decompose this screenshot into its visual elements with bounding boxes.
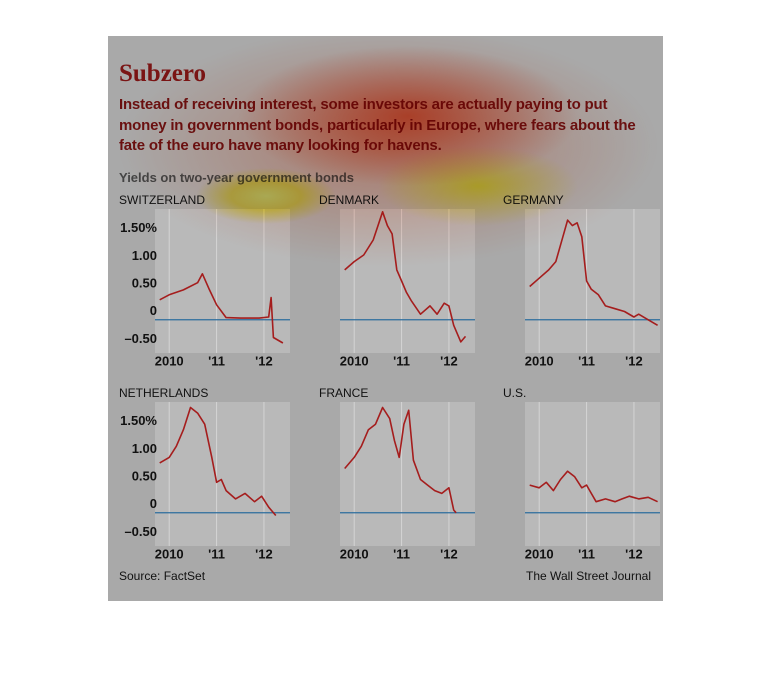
y-tick-label: 0 bbox=[150, 496, 157, 511]
x-tick-label: '12 bbox=[440, 546, 458, 561]
x-tick-label: '12 bbox=[255, 546, 273, 561]
x-tick-label: '11 bbox=[208, 353, 225, 368]
plot-area bbox=[155, 209, 290, 353]
plot-area bbox=[525, 402, 660, 546]
x-tick-label: '11 bbox=[578, 546, 595, 561]
panel-title: GERMANY bbox=[503, 193, 564, 207]
y-tick-label: 1.50% bbox=[120, 413, 157, 428]
y-tick-label: 0.50 bbox=[132, 469, 157, 484]
x-tick-label: '12 bbox=[625, 353, 643, 368]
plot-area bbox=[340, 402, 475, 546]
panel-title: NETHERLANDS bbox=[119, 386, 208, 400]
x-tick-label: '11 bbox=[578, 353, 595, 368]
panel-title: SWITZERLAND bbox=[119, 193, 205, 207]
panel-title: DENMARK bbox=[319, 193, 379, 207]
x-tick-label: 2010 bbox=[340, 353, 369, 368]
y-tick-label: 0 bbox=[150, 303, 157, 318]
plot-area bbox=[525, 209, 660, 353]
x-tick-label: 2010 bbox=[155, 546, 184, 561]
y-tick-label: 1.00 bbox=[132, 441, 157, 456]
credit: The Wall Street Journal bbox=[526, 569, 651, 583]
x-tick-label: '12 bbox=[440, 353, 458, 368]
chart-label: Yields on two-year government bonds bbox=[119, 170, 354, 185]
y-tick-label: 0.50 bbox=[132, 276, 157, 291]
x-tick-label: '12 bbox=[255, 353, 273, 368]
x-tick-label: '11 bbox=[393, 546, 410, 561]
y-tick-label: 1.00 bbox=[132, 248, 157, 263]
y-tick-label: –0.50 bbox=[124, 524, 157, 539]
x-tick-label: '12 bbox=[625, 546, 643, 561]
title: Subzero bbox=[119, 60, 207, 87]
x-tick-label: 2010 bbox=[525, 546, 554, 561]
plot-area bbox=[340, 209, 475, 353]
plot-area bbox=[155, 402, 290, 546]
x-tick-label: 2010 bbox=[155, 353, 184, 368]
x-tick-label: '11 bbox=[208, 546, 225, 561]
y-tick-label: 1.50% bbox=[120, 220, 157, 235]
x-tick-label: '11 bbox=[393, 353, 410, 368]
source: Source: FactSet bbox=[119, 569, 206, 583]
panel-title: U.S. bbox=[503, 386, 526, 400]
y-tick-label: –0.50 bbox=[124, 331, 157, 346]
x-tick-label: 2010 bbox=[525, 353, 554, 368]
subtitle: Instead of receiving interest, some inve… bbox=[119, 96, 636, 154]
panel-title: FRANCE bbox=[319, 386, 368, 400]
x-tick-label: 2010 bbox=[340, 546, 369, 561]
